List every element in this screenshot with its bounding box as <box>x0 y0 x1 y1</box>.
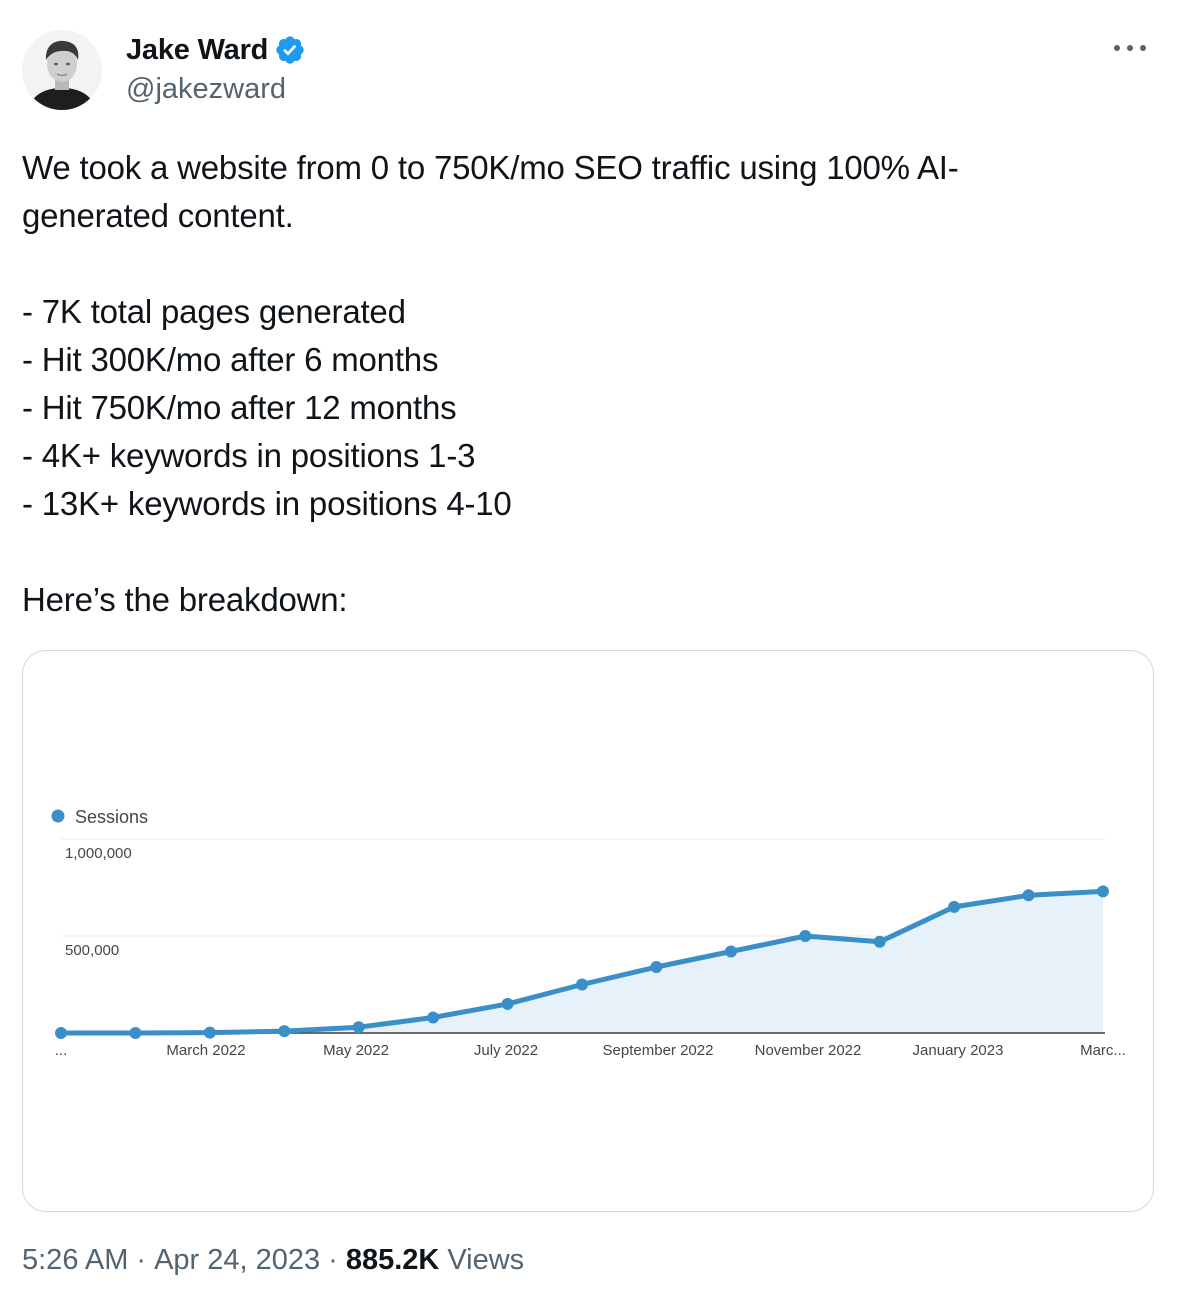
avatar-photo-icon <box>22 30 102 110</box>
data-point <box>278 1025 291 1038</box>
meta-separator: · <box>328 1244 338 1276</box>
tweet-line: We took a website from 0 to 750K/mo SEO … <box>22 149 959 186</box>
sessions-chart: Sessions 1,000,000 500,000 ... March 202… <box>51 807 1126 1059</box>
data-point <box>203 1026 216 1039</box>
author-block: Jake Ward @jakezward <box>126 30 306 108</box>
verified-badge-icon[interactable] <box>274 34 306 66</box>
tweet-line: generated content. <box>22 197 294 234</box>
data-point <box>501 997 514 1010</box>
tweet-line: - 7K total pages generated <box>22 293 406 330</box>
media-attachment[interactable]: Sessions 1,000,000 500,000 ... March 202… <box>22 650 1154 1212</box>
data-point <box>799 930 812 942</box>
x-tick-label: March 2022 <box>166 1042 245 1059</box>
tweet-meta: 5:26 AM · Apr 24, 2023 · 885.2K Views <box>22 1244 524 1277</box>
views-label: Views <box>447 1244 525 1276</box>
tweet-line: - Hit 750K/mo after 12 months <box>22 389 457 426</box>
x-tick-label: July 2022 <box>474 1042 538 1059</box>
data-point <box>576 978 588 991</box>
name-row: Jake Ward <box>126 30 306 70</box>
tweet-line: - 13K+ keywords in positions 4-10 <box>22 485 512 522</box>
legend-marker <box>51 809 65 823</box>
more-dots-icon <box>1114 45 1146 51</box>
x-tick-label: Marc... <box>1080 1042 1126 1059</box>
legend-label: Sessions <box>75 807 148 827</box>
data-point <box>650 961 663 973</box>
avatar[interactable] <box>22 30 102 110</box>
data-point <box>352 1021 365 1034</box>
data-point <box>427 1011 440 1024</box>
handle[interactable]: @jakezward <box>126 73 286 105</box>
tweet-line: Here’s the breakdown: <box>22 581 348 618</box>
tweet-line: - Hit 300K/mo after 6 months <box>22 341 439 378</box>
area-fill <box>61 891 1103 1033</box>
y-tick-label: 500,000 <box>65 942 119 959</box>
timestamp-time[interactable]: 5:26 AM <box>22 1244 129 1276</box>
data-point <box>55 1027 67 1039</box>
display-name[interactable]: Jake Ward <box>126 33 269 66</box>
data-point <box>873 935 886 948</box>
tweet-text: We took a website from 0 to 750K/mo SEO … <box>22 144 1142 624</box>
timestamp-date[interactable]: Apr 24, 2023 <box>154 1244 321 1276</box>
more-options-button[interactable] <box>1110 36 1150 60</box>
data-point <box>1097 885 1109 898</box>
x-tick-label: September 2022 <box>603 1042 714 1059</box>
meta-separator: · <box>136 1244 147 1276</box>
y-tick-label: 1,000,000 <box>65 845 132 862</box>
x-tick-label: January 2023 <box>913 1042 1004 1059</box>
data-point <box>1022 889 1035 902</box>
data-points <box>55 885 1109 1039</box>
data-point <box>948 900 961 913</box>
x-tick-label: May 2022 <box>323 1042 389 1059</box>
data-point <box>724 945 737 958</box>
data-point <box>129 1027 142 1039</box>
views-count[interactable]: 885.2K <box>345 1244 440 1276</box>
x-tick-label: November 2022 <box>755 1042 862 1059</box>
x-tick-label: ... <box>55 1042 68 1059</box>
tweet-line: - 4K+ keywords in positions 1-3 <box>22 437 476 474</box>
